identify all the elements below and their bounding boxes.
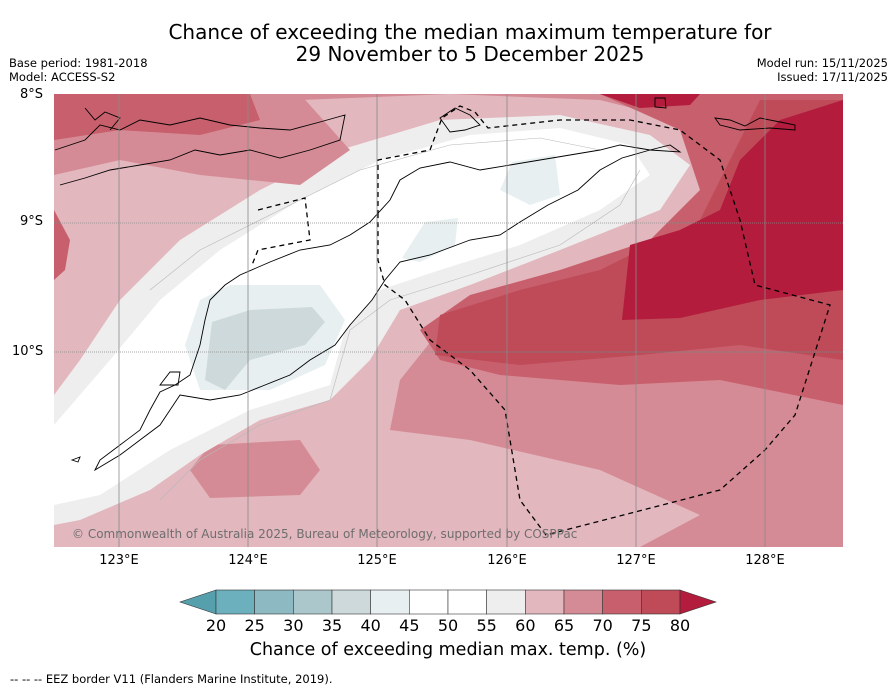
colorbar-tick-label: 20 — [205, 616, 227, 635]
lat-label-10s: 10°S — [12, 344, 44, 359]
lat-label-9s: 9°S — [20, 214, 44, 229]
colorbar-tick-label: 55 — [476, 616, 497, 635]
colorbar-tick-label: 35 — [321, 616, 343, 635]
colorbar-extend-low — [179, 589, 217, 615]
probability-field — [54, 94, 843, 547]
contour-40-45-east — [500, 155, 560, 205]
colorbar-tick-label: 60 — [515, 616, 536, 635]
lon-label-125e: 125°E — [357, 553, 397, 568]
colorbar-segment — [563, 589, 603, 615]
base-period: Base period: 1981-2018 — [9, 56, 148, 70]
contour-70-75-west — [54, 210, 70, 280]
colorbar-tick-label: 25 — [244, 616, 265, 635]
contour-over-80-north — [600, 94, 700, 108]
eez-footnote: -- -- -- EEZ border V11 (Flanders Marine… — [10, 672, 333, 686]
colorbar-segment — [254, 589, 294, 615]
contour-65-70-south — [190, 440, 320, 498]
contour-40-45-central — [402, 218, 458, 262]
colorbar-segment — [486, 589, 526, 615]
model-run: Model run: 15/11/2025 — [756, 56, 888, 70]
model-name: Model: ACCESS-S2 — [9, 70, 116, 84]
contour-45-55 — [54, 128, 650, 505]
colorbar-tick-label: 70 — [592, 616, 613, 635]
colorbar-tick-label: 40 — [360, 616, 381, 635]
gridlines — [54, 94, 843, 547]
colorbar-tick-label: 80 — [669, 616, 691, 635]
colorbar-tick-label: 65 — [553, 616, 575, 635]
lon-label-128e: 128°E — [745, 553, 785, 568]
colorbar-tick-label: 75 — [631, 616, 652, 635]
lon-label-123e: 123°E — [99, 553, 139, 568]
lon-label-124e: 124°E — [228, 553, 268, 568]
colorbar-extend-high — [679, 589, 717, 615]
map-title-line1: Chance of exceeding the median maximum t… — [168, 20, 772, 44]
map-title-line2: 29 November to 5 December 2025 — [295, 42, 645, 66]
colorbar-segment — [641, 589, 681, 615]
colorbar-segment — [293, 589, 333, 615]
colorbar-tick-label: 45 — [399, 616, 420, 635]
colorbar-segment — [409, 589, 449, 615]
contour-lines — [149, 137, 641, 501]
colorbar-segment — [331, 589, 371, 615]
lat-label-8s: 8°S — [20, 87, 44, 102]
colorbar-tick-label: 50 — [437, 616, 459, 635]
contour-over-80 — [622, 100, 843, 320]
issued-date: Issued: 17/11/2025 — [777, 70, 888, 84]
contour-70-75-north — [54, 94, 260, 140]
coastlines — [54, 97, 796, 472]
eez-border — [251, 105, 831, 536]
colorbar-segment — [447, 589, 487, 615]
colorbar — [179, 589, 717, 615]
colorbar-segment — [602, 589, 642, 615]
colorbar-tick-label: 30 — [283, 616, 304, 635]
lon-label-126e: 126°E — [487, 553, 527, 568]
colorbar-segment — [215, 589, 255, 615]
colorbar-label: Chance of exceeding median max. temp. (%… — [249, 640, 647, 660]
colorbar-segment — [525, 589, 565, 615]
copyright-credit: © Commonwealth of Australia 2025, Bureau… — [72, 527, 578, 541]
lon-label-127e: 127°E — [616, 553, 656, 568]
contour-35-40 — [205, 307, 325, 390]
colorbar-segment — [370, 589, 410, 615]
